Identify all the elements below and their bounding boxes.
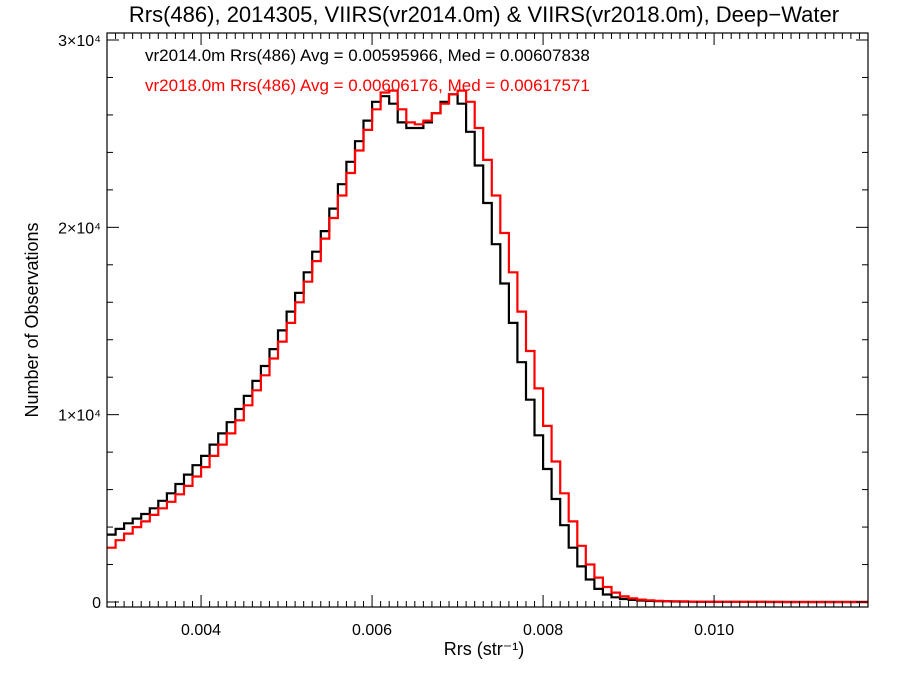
ticks-layer: 0.004 0.006 0.008 0.010 0 1×10⁴ 2×10⁴ 3×10⁴ — [58, 33, 869, 639]
x-axis-label: Rrs (str⁻¹) — [444, 639, 524, 659]
x-tick-label: 0.008 — [523, 622, 563, 639]
y-axis-label: Number of Observations — [22, 222, 42, 417]
series-layer — [107, 89, 868, 604]
y-tick-label: 0 — [92, 595, 101, 612]
y-tick-label: 2×10⁴ — [58, 220, 101, 237]
histogram-series-1 — [107, 93, 868, 604]
y-tick-label: 3×10⁴ — [58, 33, 101, 50]
x-tick-label: 0.010 — [694, 622, 734, 639]
y-tick-label: 1×10⁴ — [58, 408, 101, 425]
chart-title: Rrs(486), 2014305, VIIRS(vr2014.0m) & VI… — [129, 2, 839, 27]
plot-frame — [106, 32, 869, 608]
x-tick-label: 0.004 — [181, 622, 221, 639]
x-tick-label: 0.006 — [352, 622, 392, 639]
legend-entry-vr2014: vr2014.0m Rrs(486) Avg = 0.00595966, Med… — [145, 46, 590, 65]
legend-entry-vr2018: vr2018.0m Rrs(486) Avg = 0.00606176, Med… — [145, 76, 590, 95]
histogram-series-2 — [107, 89, 868, 604]
